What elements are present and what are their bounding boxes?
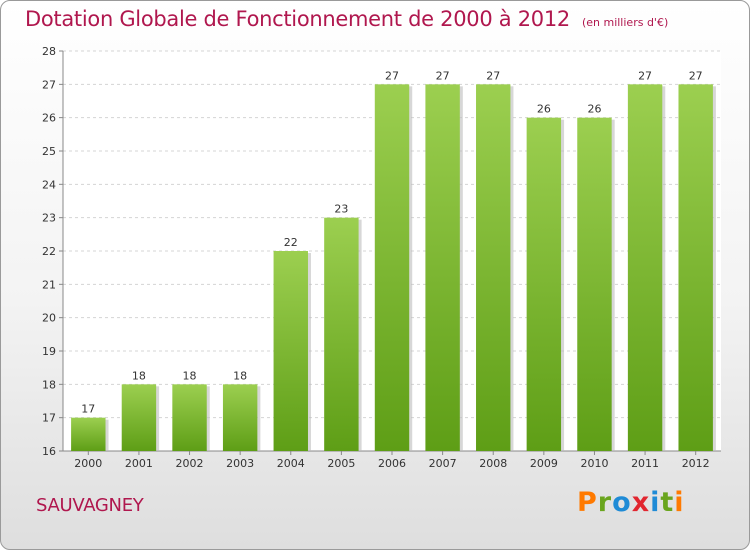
y-tick-label: 25 [42,145,56,158]
bar-2005 [324,217,359,451]
y-tick-label: 19 [42,345,56,358]
bars [71,84,716,452]
logo-letter: r [597,487,613,518]
y-tick-label: 17 [42,412,56,425]
logo-letter: P [577,487,598,518]
bar-2007 [425,84,460,451]
x-tick-label: 2009 [530,457,558,470]
x-tick-label: 2006 [378,457,406,470]
bar-2012 [678,84,713,451]
data-label: 18 [233,369,247,382]
logo-letter: i [650,487,661,518]
data-label: 26 [537,103,551,116]
commune-name: SAUVAGNEY [36,495,144,516]
logo-letter: x [631,487,651,518]
bar-2004 [273,251,308,451]
x-tick-label: 2001 [125,457,153,470]
x-tick-label: 2011 [631,457,659,470]
bar-2002 [172,384,207,451]
bar-2010 [577,117,612,452]
y-tick-label: 27 [42,78,56,91]
bar-2006 [374,84,410,451]
logo-letter: o [612,487,632,518]
chart-title: Dotation Globale de Fonctionnement de 20… [25,7,668,31]
x-tick-label: 2007 [429,457,457,470]
data-label: 27 [638,69,652,82]
data-label: 27 [486,69,500,82]
logo-letter: t [660,487,675,518]
bar-2003 [222,384,258,451]
x-tick-label: 2003 [226,457,254,470]
data-label: 17 [81,403,95,416]
y-tick-label: 16 [42,445,56,458]
y-tick-label: 23 [42,212,56,225]
bar-2000 [71,417,106,451]
data-label: 22 [284,236,298,249]
logo-letter: i [674,487,685,518]
data-label: 27 [689,69,703,82]
x-tick-label: 2010 [580,457,608,470]
data-label: 23 [334,203,348,216]
bar-2001 [121,384,157,451]
x-tick-label: 2000 [74,457,102,470]
y-tick-label: 22 [42,245,56,258]
y-tick-label: 21 [42,278,56,291]
chart-subtitle: (en milliers d'€) [581,16,669,29]
proxiti-logo: Proxiti [577,487,685,518]
x-tick-label: 2012 [682,457,710,470]
y-tick-label: 26 [42,112,56,125]
data-label: 18 [132,369,146,382]
bar-2009 [526,117,562,452]
y-tick-label: 18 [42,378,56,391]
y-tick-label: 20 [42,312,56,325]
y-tick-label: 28 [42,45,56,58]
x-tick-label: 2004 [277,457,305,470]
chart-title-text: Dotation Globale de Fonctionnement de 20… [25,7,570,31]
y-tick-label: 24 [42,178,56,191]
data-label: 27 [385,69,399,82]
data-label: 18 [183,369,197,382]
bar-2008 [476,84,511,451]
labels: 16 17 18 19 20 21 22 23 24 25 26 27 28 2000 17 2001 18 20… [42,45,710,470]
data-label: 26 [587,103,601,116]
bar-2011 [627,84,663,451]
x-tick-label: 2005 [327,457,355,470]
x-tick-label: 2002 [176,457,204,470]
x-tick-label: 2008 [479,457,507,470]
data-label: 27 [436,69,450,82]
